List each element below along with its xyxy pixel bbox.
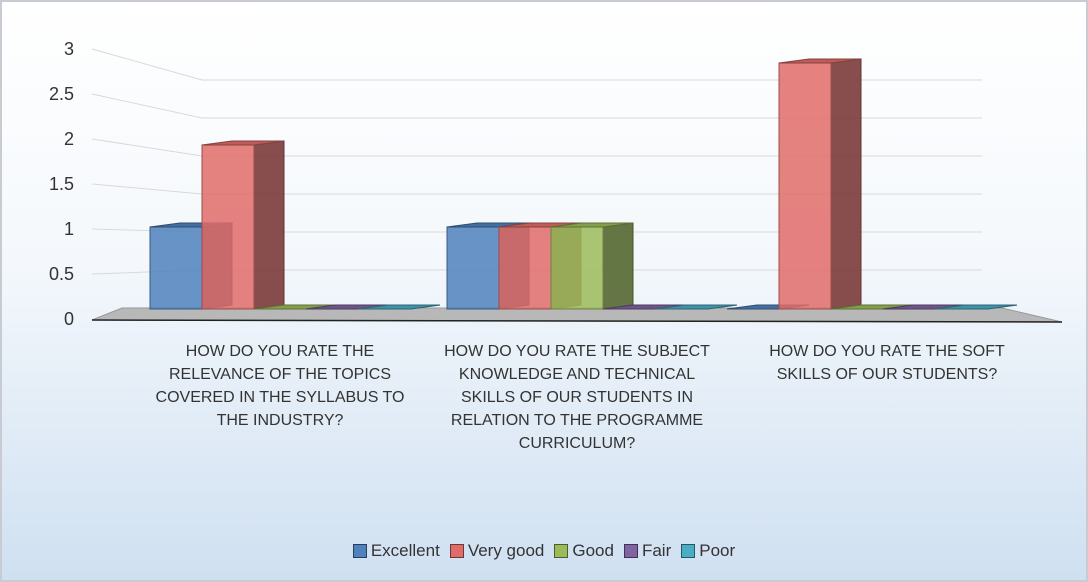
x-tick-label: HOW DO YOU RATE THE SUBJECT KNOWLEDGE AN… — [444, 343, 710, 452]
bar — [201, 140, 285, 310]
bar-side — [830, 58, 862, 310]
legend-label: Very good — [467, 541, 545, 560]
bar-front — [446, 226, 500, 310]
legend-item: Good — [554, 541, 614, 561]
y-tick-label: 1 — [64, 219, 74, 239]
y-tick-label: 0.5 — [49, 264, 74, 284]
legend: Excellent Very good Good Fair Poor — [2, 541, 1086, 561]
legend-item: Poor — [681, 541, 735, 561]
bar-front — [778, 62, 832, 310]
legend-label: Good — [572, 541, 614, 560]
bar-top — [778, 58, 862, 64]
legend-swatch — [352, 544, 367, 558]
legend-item: Fair — [623, 541, 672, 561]
bar-front — [498, 226, 552, 310]
bar-front — [201, 144, 255, 310]
legend-swatch — [623, 544, 638, 558]
y-tick-label: 2 — [64, 129, 74, 149]
bar — [654, 304, 738, 310]
bar — [778, 58, 862, 310]
bar-side — [602, 222, 634, 310]
legend-swatch — [681, 544, 696, 558]
y-tick-label: 3 — [64, 39, 74, 59]
legend-item: Very good — [449, 541, 545, 561]
grid-line — [91, 48, 982, 81]
x-tick-label: HOW DO YOU RATE THE RELEVANCE OF THE TOP… — [155, 343, 405, 429]
legend-swatch — [449, 544, 464, 558]
legend-label: Fair — [641, 541, 672, 560]
y-tick-label: 1.5 — [49, 174, 74, 194]
bar-top — [357, 304, 441, 310]
x-tick-label: HOW DO YOU RATE THE SOFT SKILLS OF OUR S… — [769, 343, 1005, 383]
bar-top — [550, 222, 634, 228]
bar — [357, 304, 441, 310]
grid-line — [91, 93, 982, 119]
bar — [550, 222, 634, 310]
legend-swatch — [554, 544, 569, 558]
x-axis — [91, 319, 1063, 323]
y-tick-label: 0 — [64, 309, 74, 329]
y-tick-label: 2.5 — [49, 84, 74, 104]
bar-top — [654, 304, 738, 310]
bar-top — [201, 140, 285, 146]
legend-label: Poor — [699, 541, 736, 560]
legend-item: Excellent — [352, 541, 440, 561]
legend-label: Excellent — [370, 541, 440, 560]
bar — [934, 304, 1018, 310]
bar-top — [934, 304, 1018, 310]
bar-front — [550, 226, 604, 310]
bar-front — [149, 226, 203, 310]
bar-side — [253, 140, 285, 310]
